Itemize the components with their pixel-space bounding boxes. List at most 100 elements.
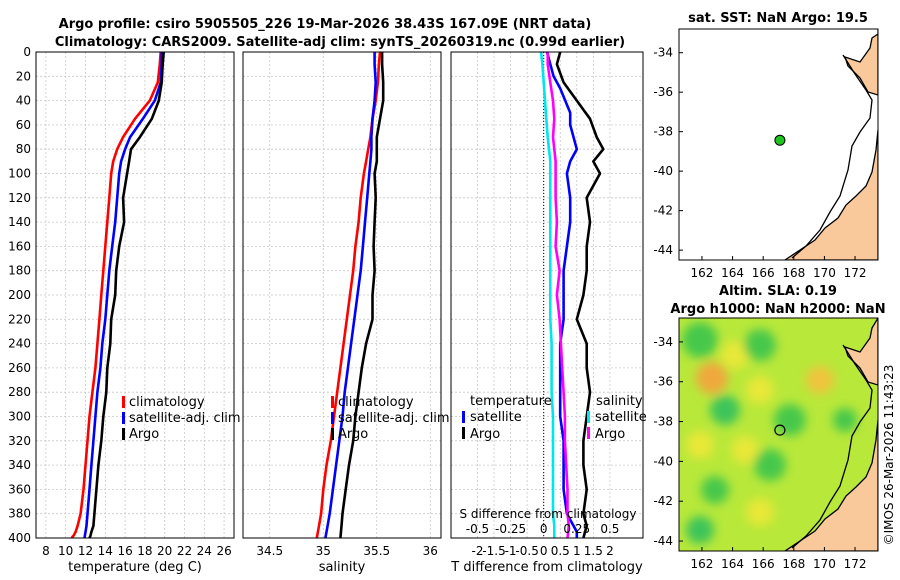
x-axis-label: temperature (deg C) — [68, 560, 202, 575]
argo-float-marker — [774, 424, 786, 436]
map-x-tick-label: 162 — [691, 557, 714, 571]
axes-frame — [35, 51, 235, 539]
legend-label-argo: Argo — [338, 427, 368, 442]
legend-label-clim: climatology — [338, 395, 414, 410]
x-tick-label: -1 — [505, 544, 517, 558]
sla-map-title2: Argo h1000: NaN h2000: NaN — [670, 302, 885, 317]
map-y-tick-label: -40 — [653, 164, 673, 178]
map-x-tick-label: 172 — [844, 266, 867, 280]
sst-map-ticks: 162 164 166 168 170 172 -34 -36 -38 -40 -42 -44 — [653, 46, 866, 280]
depth-tick-label: 240 — [8, 337, 31, 351]
legend-swatch-sat — [122, 412, 125, 424]
difference-panel: -2-1.5-1-0.5 0 0.5 1 1.5 2T difference from c… — [450, 51, 644, 575]
salinity-legend: climatology satellite-adj. clim Argo — [331, 395, 450, 442]
sla-patch — [696, 362, 728, 394]
sla-patch — [744, 329, 776, 361]
sst-map: sat. SST: NaN Argo: 19.5 162 164 166 168 170… — [653, 11, 879, 280]
x-tick-label: -2 — [471, 544, 483, 558]
imos-stamp: ©IMOS 26-Mar-2026 11:43:23 — [882, 365, 896, 546]
series-group — [539, 52, 605, 538]
legend-label-argo: Argo — [129, 427, 159, 442]
depth-tick-label: 100 — [8, 167, 31, 181]
sla-patch — [746, 376, 774, 404]
legend-swatch-t-sat — [462, 411, 465, 423]
x-tick-label: 16 — [117, 544, 132, 558]
depth-tick-label: 0 — [23, 45, 31, 59]
sst-map-title: sat. SST: NaN Argo: 19.5 — [688, 11, 868, 26]
sla-map-title1: Altim. SLA: 0.19 — [719, 284, 837, 299]
series-line-temperature-argo — [555, 52, 605, 538]
map-y-tick-label: -36 — [653, 85, 673, 99]
legend-head-temperature: temperature — [470, 394, 552, 409]
series-line-climatology — [70, 52, 162, 538]
map-y-tick-label: -44 — [653, 534, 673, 548]
s-tick-label: -0.25 — [495, 522, 526, 536]
x-tick-label: 26 — [216, 544, 231, 558]
depth-tick-label: 260 — [8, 361, 31, 375]
sla-patch — [686, 431, 714, 459]
map-x-tick-label: 164 — [721, 557, 744, 571]
x-tick-label: 1.5 — [584, 544, 603, 558]
depth-tick-label: 200 — [8, 288, 31, 302]
x-tick-label: 1 — [573, 544, 581, 558]
map-x-tick-label: 172 — [844, 557, 867, 571]
series-line-satellite-adj-clim — [83, 52, 163, 538]
isobath-line — [791, 54, 873, 259]
isobath-line — [791, 344, 873, 549]
depth-tick-label: 120 — [8, 191, 31, 205]
argo-float-marker — [774, 134, 786, 146]
x-tick-label: 0 — [540, 544, 548, 558]
x-tick-label: 18 — [137, 544, 152, 558]
sla-patch — [806, 366, 834, 394]
salinity-panel: 34.5 35 35.5 36 salinity — [242, 51, 442, 575]
x-axis-label: T difference from climatology — [450, 560, 643, 575]
map-x-tick-label: 166 — [752, 266, 775, 280]
temperature-legend: climatology satellite-adj. clim Argo — [122, 395, 241, 442]
depth-tick-label: 140 — [8, 215, 31, 229]
map-x-tick-label: 170 — [813, 266, 836, 280]
temperature-panel: 0 20 40 60 80 100 120 140 160 180 200 220 240 260 280 3… — [8, 45, 235, 575]
series-line-salinity-argo — [546, 52, 571, 538]
map-y-tick-label: -40 — [653, 454, 673, 468]
legend-swatch-sat — [331, 412, 334, 424]
depth-tick-label: 340 — [8, 458, 31, 472]
series-line-argo — [88, 52, 165, 538]
axes-frame — [242, 51, 442, 539]
depth-tick-label: 60 — [16, 118, 31, 132]
legend-swatch-clim — [331, 396, 334, 408]
depth-tick-label: 280 — [8, 385, 31, 399]
map-x-tick-label: 166 — [752, 557, 775, 571]
map-x-tick-label: 164 — [721, 266, 744, 280]
sla-patch — [710, 395, 740, 425]
depth-tick-label: 40 — [16, 94, 31, 108]
series-line-argo — [339, 52, 385, 538]
sla-map-ticks: 162 164 166 168 170 172 -34 -36 -38 -40 -42 -44 — [653, 335, 866, 571]
map-y-tick-label: -44 — [653, 243, 673, 257]
depth-tick-label: 220 — [8, 312, 31, 326]
x-tick-label: -0.5 — [515, 544, 538, 558]
sla-map: Altim. SLA: 0.19 Argo h1000: NaN h2000: … — [653, 284, 885, 571]
legend-swatch-s-sat — [587, 411, 590, 423]
figure-title-line1: Argo profile: csiro 5905505_226 19-Mar-2… — [59, 17, 592, 32]
sla-patch — [721, 341, 749, 369]
s-tick-label: 0.5 — [600, 522, 619, 536]
legend-label-s-sat: satellite — [595, 410, 647, 425]
sst-map-frame — [678, 28, 879, 261]
sla-patch — [746, 498, 774, 526]
legend-label-s-argo: Argo — [595, 427, 625, 442]
x-tick-label: 36 — [423, 544, 438, 558]
map-y-tick-label: -42 — [653, 204, 673, 218]
map-y-tick-label: -38 — [653, 125, 673, 139]
sla-patch — [731, 436, 759, 464]
x-tick-label: 0.5 — [551, 544, 570, 558]
depth-tick-label: 160 — [8, 239, 31, 253]
x-tick-label: 20 — [157, 544, 172, 558]
map-y-tick-label: -42 — [653, 494, 673, 508]
series-group — [70, 52, 165, 538]
sla-patch — [833, 408, 857, 432]
sla-patch — [774, 404, 806, 436]
x-tick-label: 34.5 — [256, 544, 283, 558]
map-y-tick-label: -34 — [653, 46, 673, 60]
depth-tick-label: 380 — [8, 507, 31, 521]
